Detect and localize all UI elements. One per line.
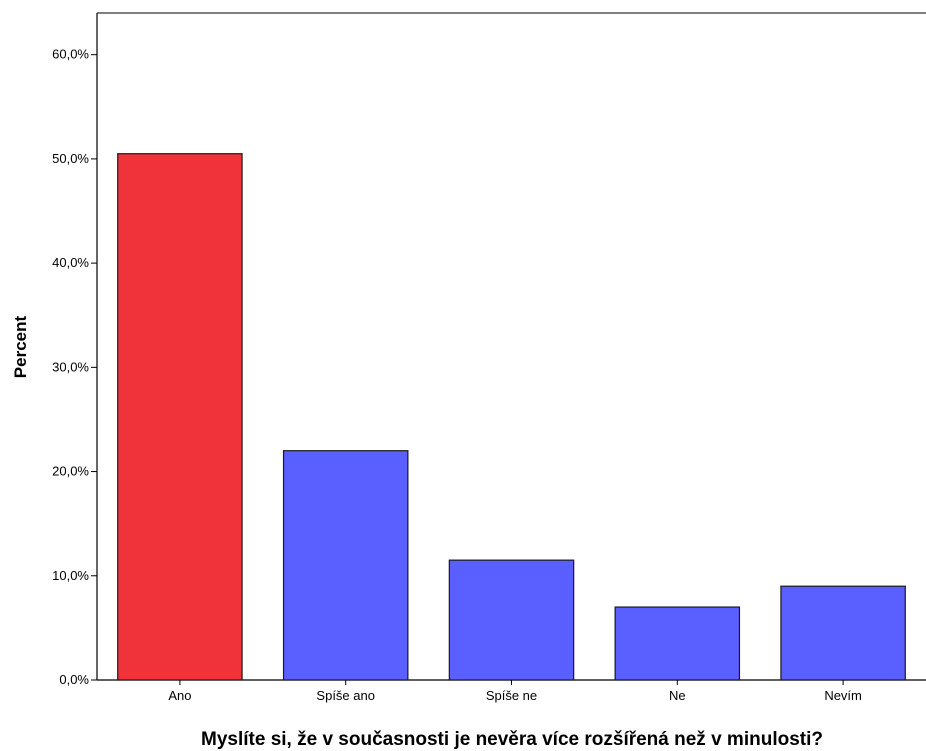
y-axis-title: Percent — [11, 315, 30, 378]
y-tick-label: 0,0% — [59, 672, 89, 687]
x-tick-label: Ne — [669, 688, 686, 703]
x-axis: Ano Spíše ano Spíše ne Ne Nevím — [168, 680, 862, 703]
x-axis-title: Myslíte si, že v současnosti je nevěra v… — [201, 729, 823, 750]
x-tick-label: Nevím — [824, 688, 862, 703]
y-tick-label: 20,0% — [52, 464, 89, 479]
bar-3 — [448, 559, 575, 681]
bar-5 — [780, 585, 906, 681]
bar-4 — [614, 606, 741, 681]
y-tick-label: 60,0% — [52, 47, 89, 62]
x-tick-label: Ano — [168, 688, 191, 703]
bar-1 — [117, 153, 243, 681]
x-tick-label: Spíše ne — [486, 688, 537, 703]
y-tick-label: 10,0% — [52, 568, 89, 583]
y-tick-label: 50,0% — [52, 151, 89, 166]
y-tick-label: 30,0% — [52, 359, 89, 374]
bar-2 — [282, 450, 409, 681]
y-axis: 0,0% 10,0% 20,0% 30,0% 40,0% 50,0% 60,0% — [52, 47, 97, 687]
x-tick-label: Spíše ano — [316, 688, 375, 703]
y-tick-label: 40,0% — [52, 255, 89, 270]
bars-group — [117, 153, 906, 681]
